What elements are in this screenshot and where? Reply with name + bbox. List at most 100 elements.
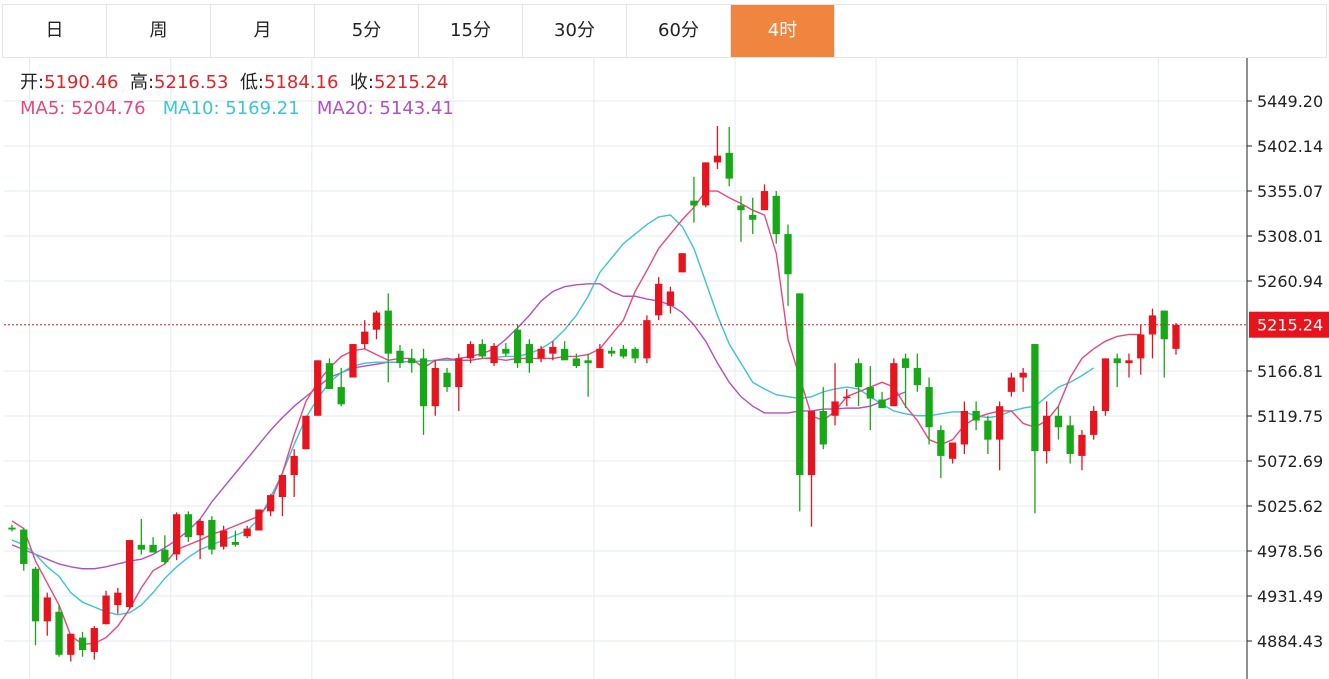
candle-body [819, 410, 827, 445]
tab-5min[interactable]: 5分 [315, 5, 419, 57]
candle-body [314, 360, 322, 416]
candle-body [584, 360, 592, 364]
candle-body [890, 363, 898, 407]
tab-30min[interactable]: 30分 [523, 5, 627, 57]
candle-body [772, 195, 780, 235]
candle-body [1125, 360, 1133, 364]
candle-body [702, 162, 710, 206]
candle-body [972, 410, 980, 421]
current-price-badge [1249, 311, 1329, 338]
candle-body [513, 329, 522, 364]
candle-body [243, 528, 251, 537]
tab-4hour[interactable]: 4时 [731, 5, 835, 57]
candle-body [231, 541, 240, 545]
y-tick-label: 4978.56 [1257, 542, 1323, 561]
candle-body [102, 595, 110, 625]
candle-body [607, 350, 616, 354]
candle-body [67, 633, 75, 655]
candle-body [1054, 415, 1063, 428]
candle-body [960, 410, 969, 445]
candle-body [784, 234, 792, 275]
candle-body [843, 396, 851, 399]
candle-body [1031, 344, 1039, 452]
ma-row: MA5: 5204.76 MA10: 5169.21 MA20: 5143.41 [20, 96, 454, 122]
candle-body [125, 540, 134, 607]
candle-body [255, 509, 263, 531]
candle-body [372, 312, 381, 330]
candle-body [490, 345, 498, 364]
candle-body [267, 495, 275, 512]
candle-body [455, 358, 463, 388]
candle-body [901, 358, 910, 368]
candle-body [114, 592, 122, 606]
y-tick-label: 5260.94 [1257, 272, 1323, 291]
candle-body [290, 455, 298, 476]
candle-body [8, 527, 16, 530]
y-tick-label: 5355.07 [1257, 182, 1323, 201]
candle-body [678, 253, 686, 273]
ma10-value: 5169.21 [225, 98, 300, 119]
candle-body [361, 331, 369, 345]
tab-day[interactable]: 日 [3, 5, 107, 57]
candle-body [1090, 410, 1098, 435]
candle-body [43, 597, 51, 622]
candle-body [690, 200, 698, 206]
candle-body [913, 367, 921, 386]
close-value: 5215.24 [373, 72, 449, 93]
candle-body [196, 520, 204, 536]
candle-body [631, 348, 639, 359]
candle-body [1101, 358, 1110, 411]
ma10-label: MA10: [162, 98, 220, 119]
candle-body [90, 628, 98, 652]
y-tick-label: 4884.43 [1257, 632, 1323, 651]
candle-body [831, 401, 839, 416]
tab-month[interactable]: 月 [211, 5, 315, 57]
ma20-line [11, 283, 906, 570]
ma5-value: 5204.76 [71, 98, 146, 119]
candle-body [219, 530, 228, 547]
candle-body [396, 350, 404, 364]
candle-body [1078, 434, 1086, 456]
current-price-label: 5215.24 [1257, 316, 1323, 335]
y-tick-label: 5166.81 [1257, 362, 1323, 381]
candle-body [572, 358, 581, 367]
y-tick-label: 5402.14 [1257, 137, 1323, 156]
candle-body [655, 283, 663, 316]
y-tick-label: 4931.49 [1257, 587, 1323, 606]
candle-body [537, 348, 545, 359]
y-tick-label: 5025.62 [1257, 497, 1323, 516]
candle-body [172, 514, 181, 555]
candle-body [1172, 324, 1180, 349]
y-tick-label: 5119.75 [1257, 407, 1323, 426]
candle-body [149, 544, 157, 553]
candle-body [948, 442, 957, 459]
y-tick-label: 5308.01 [1257, 227, 1323, 246]
ma20-value: 5143.41 [379, 98, 454, 119]
candle-body [1007, 377, 1016, 392]
candle-body [866, 387, 874, 399]
candle-body [384, 310, 392, 354]
candle-body [807, 410, 816, 476]
tab-15min[interactable]: 15分 [419, 5, 523, 57]
candle-body [1066, 425, 1074, 455]
candle-body [443, 372, 451, 388]
tab-week[interactable]: 周 [107, 5, 211, 57]
candle-body [31, 568, 40, 622]
candle-body [337, 387, 345, 405]
candle-body [278, 475, 287, 498]
tab-60min[interactable]: 60分 [627, 5, 731, 57]
candle-body [549, 346, 557, 354]
candle-body [137, 544, 145, 550]
low-label: 低: [239, 72, 265, 93]
open-label: 开: [20, 72, 45, 93]
candle-body [749, 214, 757, 220]
candle-body [78, 637, 87, 651]
candle-body [643, 320, 651, 359]
candle-body [466, 344, 475, 359]
candle-body [560, 348, 569, 361]
candle-body [431, 367, 439, 407]
candle-body [408, 358, 416, 364]
candle-body [713, 155, 722, 163]
close-label: 收: [349, 72, 374, 93]
